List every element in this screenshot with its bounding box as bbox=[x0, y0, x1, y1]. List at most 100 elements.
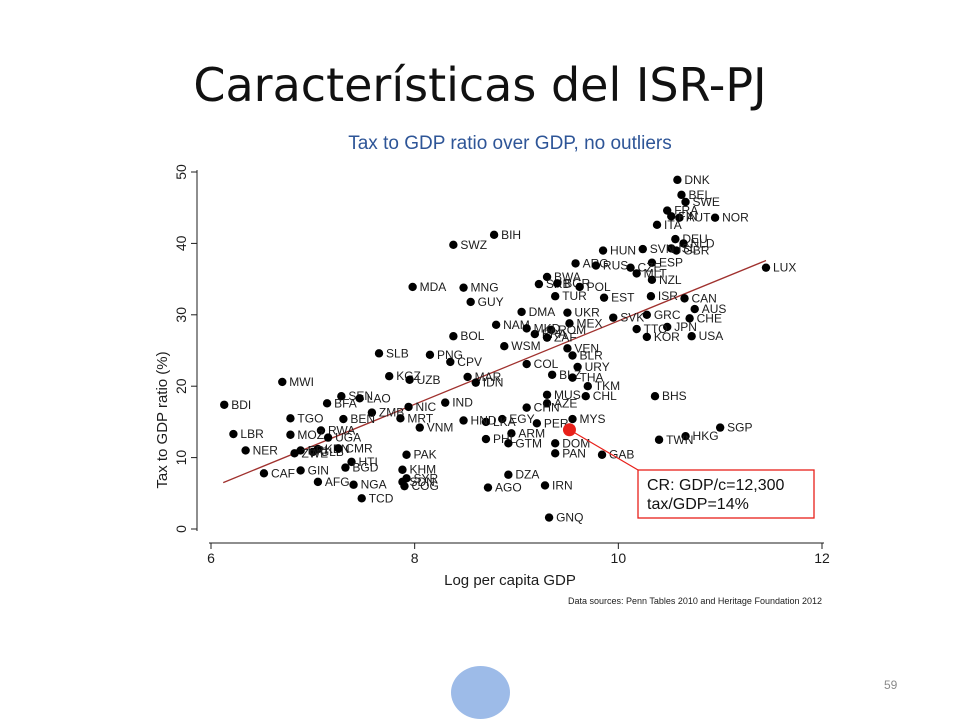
point-label: IND bbox=[452, 396, 473, 410]
data-point bbox=[408, 282, 417, 292]
data-point bbox=[542, 390, 552, 399]
point-label: TGO bbox=[297, 411, 323, 425]
point-label: UKR bbox=[574, 306, 600, 320]
point-label: AUT bbox=[686, 211, 711, 225]
data-point bbox=[568, 351, 577, 360]
point-label: BEL bbox=[688, 188, 711, 202]
data-point bbox=[441, 398, 450, 407]
data-point bbox=[681, 197, 690, 207]
data-point bbox=[278, 377, 287, 387]
data-point bbox=[357, 494, 366, 503]
data-point bbox=[259, 469, 269, 478]
point-label: BHS bbox=[662, 389, 687, 403]
data-point bbox=[459, 283, 468, 292]
data-point bbox=[542, 272, 552, 282]
data-point bbox=[367, 408, 377, 417]
point-label: SWZ bbox=[460, 238, 487, 252]
data-point bbox=[542, 333, 552, 342]
data-point bbox=[522, 403, 531, 412]
data-point bbox=[471, 378, 480, 387]
point-label: RUS bbox=[603, 259, 628, 273]
point-label: MYS bbox=[580, 412, 606, 426]
y-axis-label: Tax to GDP ratio (%) bbox=[154, 351, 171, 488]
point-label: ZAF bbox=[554, 331, 577, 345]
point-label: COL bbox=[534, 357, 559, 371]
data-point bbox=[522, 324, 531, 333]
data-point bbox=[550, 449, 560, 458]
data-point bbox=[400, 481, 409, 491]
point-label: DMA bbox=[529, 305, 556, 319]
data-point bbox=[316, 426, 326, 435]
point-label: ITA bbox=[664, 218, 682, 232]
point-label: NGA bbox=[361, 478, 387, 492]
point-label: MEX bbox=[576, 316, 602, 330]
point-label: FIN bbox=[678, 209, 697, 223]
data-point bbox=[638, 244, 647, 254]
data-point bbox=[667, 212, 676, 221]
point-label: TCD bbox=[369, 491, 394, 505]
data-point bbox=[449, 240, 458, 250]
point-label: GAB bbox=[609, 448, 634, 462]
data-point bbox=[710, 213, 720, 222]
data-point bbox=[290, 449, 299, 458]
point-label: CHE bbox=[697, 311, 722, 325]
data-point bbox=[591, 261, 601, 270]
data-point bbox=[500, 342, 509, 351]
nav-circle-button[interactable] bbox=[451, 666, 510, 719]
point-label: ISL bbox=[678, 241, 696, 255]
point-label: IDN bbox=[483, 376, 504, 390]
data-point bbox=[322, 399, 332, 408]
point-label: BIH bbox=[501, 228, 521, 242]
data-point bbox=[550, 439, 560, 448]
point-label: AFG bbox=[325, 475, 350, 489]
data-point bbox=[685, 314, 694, 323]
point-label: HUN bbox=[610, 244, 636, 258]
point-label: SGP bbox=[727, 421, 752, 435]
point-label: PER bbox=[544, 416, 569, 430]
point-label: MKD bbox=[534, 321, 561, 335]
point-label: SVN bbox=[650, 242, 675, 256]
data-point bbox=[498, 414, 507, 424]
data-point bbox=[446, 357, 455, 367]
highlight-point bbox=[562, 423, 576, 437]
data-point bbox=[715, 423, 725, 432]
data-point bbox=[547, 370, 557, 379]
data-point bbox=[374, 349, 384, 358]
point-label: VEN bbox=[574, 341, 599, 355]
data-point bbox=[404, 402, 413, 412]
page-number: 59 bbox=[884, 678, 898, 692]
point-label: LAO bbox=[367, 391, 391, 405]
point-label: WSM bbox=[511, 339, 540, 353]
point-label: BFA bbox=[334, 396, 357, 410]
data-point bbox=[546, 325, 556, 334]
point-label: KHM bbox=[409, 463, 436, 477]
point-label: IRN bbox=[552, 478, 573, 492]
data-point bbox=[632, 324, 641, 334]
point-label: SDN bbox=[409, 475, 434, 489]
data-point bbox=[229, 429, 238, 439]
data-point bbox=[761, 263, 771, 272]
point-label: BLR bbox=[580, 348, 604, 362]
point-label: SVK bbox=[620, 311, 644, 325]
point-label: CZE bbox=[638, 261, 662, 275]
data-point bbox=[583, 382, 592, 391]
x-tick-label: 12 bbox=[814, 550, 830, 566]
point-label: NOR bbox=[722, 211, 749, 225]
point-label: GBR bbox=[683, 244, 709, 258]
x-tick-label: 8 bbox=[411, 550, 419, 566]
point-label: GTM bbox=[515, 436, 542, 450]
data-point bbox=[517, 307, 526, 317]
point-label: HTI bbox=[359, 455, 378, 469]
point-label: VNM bbox=[427, 421, 454, 435]
x-tick-label: 10 bbox=[611, 550, 627, 566]
data-point bbox=[626, 263, 635, 272]
point-label: ZWE bbox=[302, 446, 329, 460]
data-point bbox=[650, 391, 660, 401]
data-point bbox=[385, 372, 394, 381]
point-label: MRT bbox=[407, 411, 433, 425]
y-tick-label: 20 bbox=[173, 378, 189, 394]
point-label: SYR bbox=[414, 471, 439, 485]
data-point bbox=[504, 470, 513, 479]
point-label: MUS bbox=[554, 388, 581, 402]
